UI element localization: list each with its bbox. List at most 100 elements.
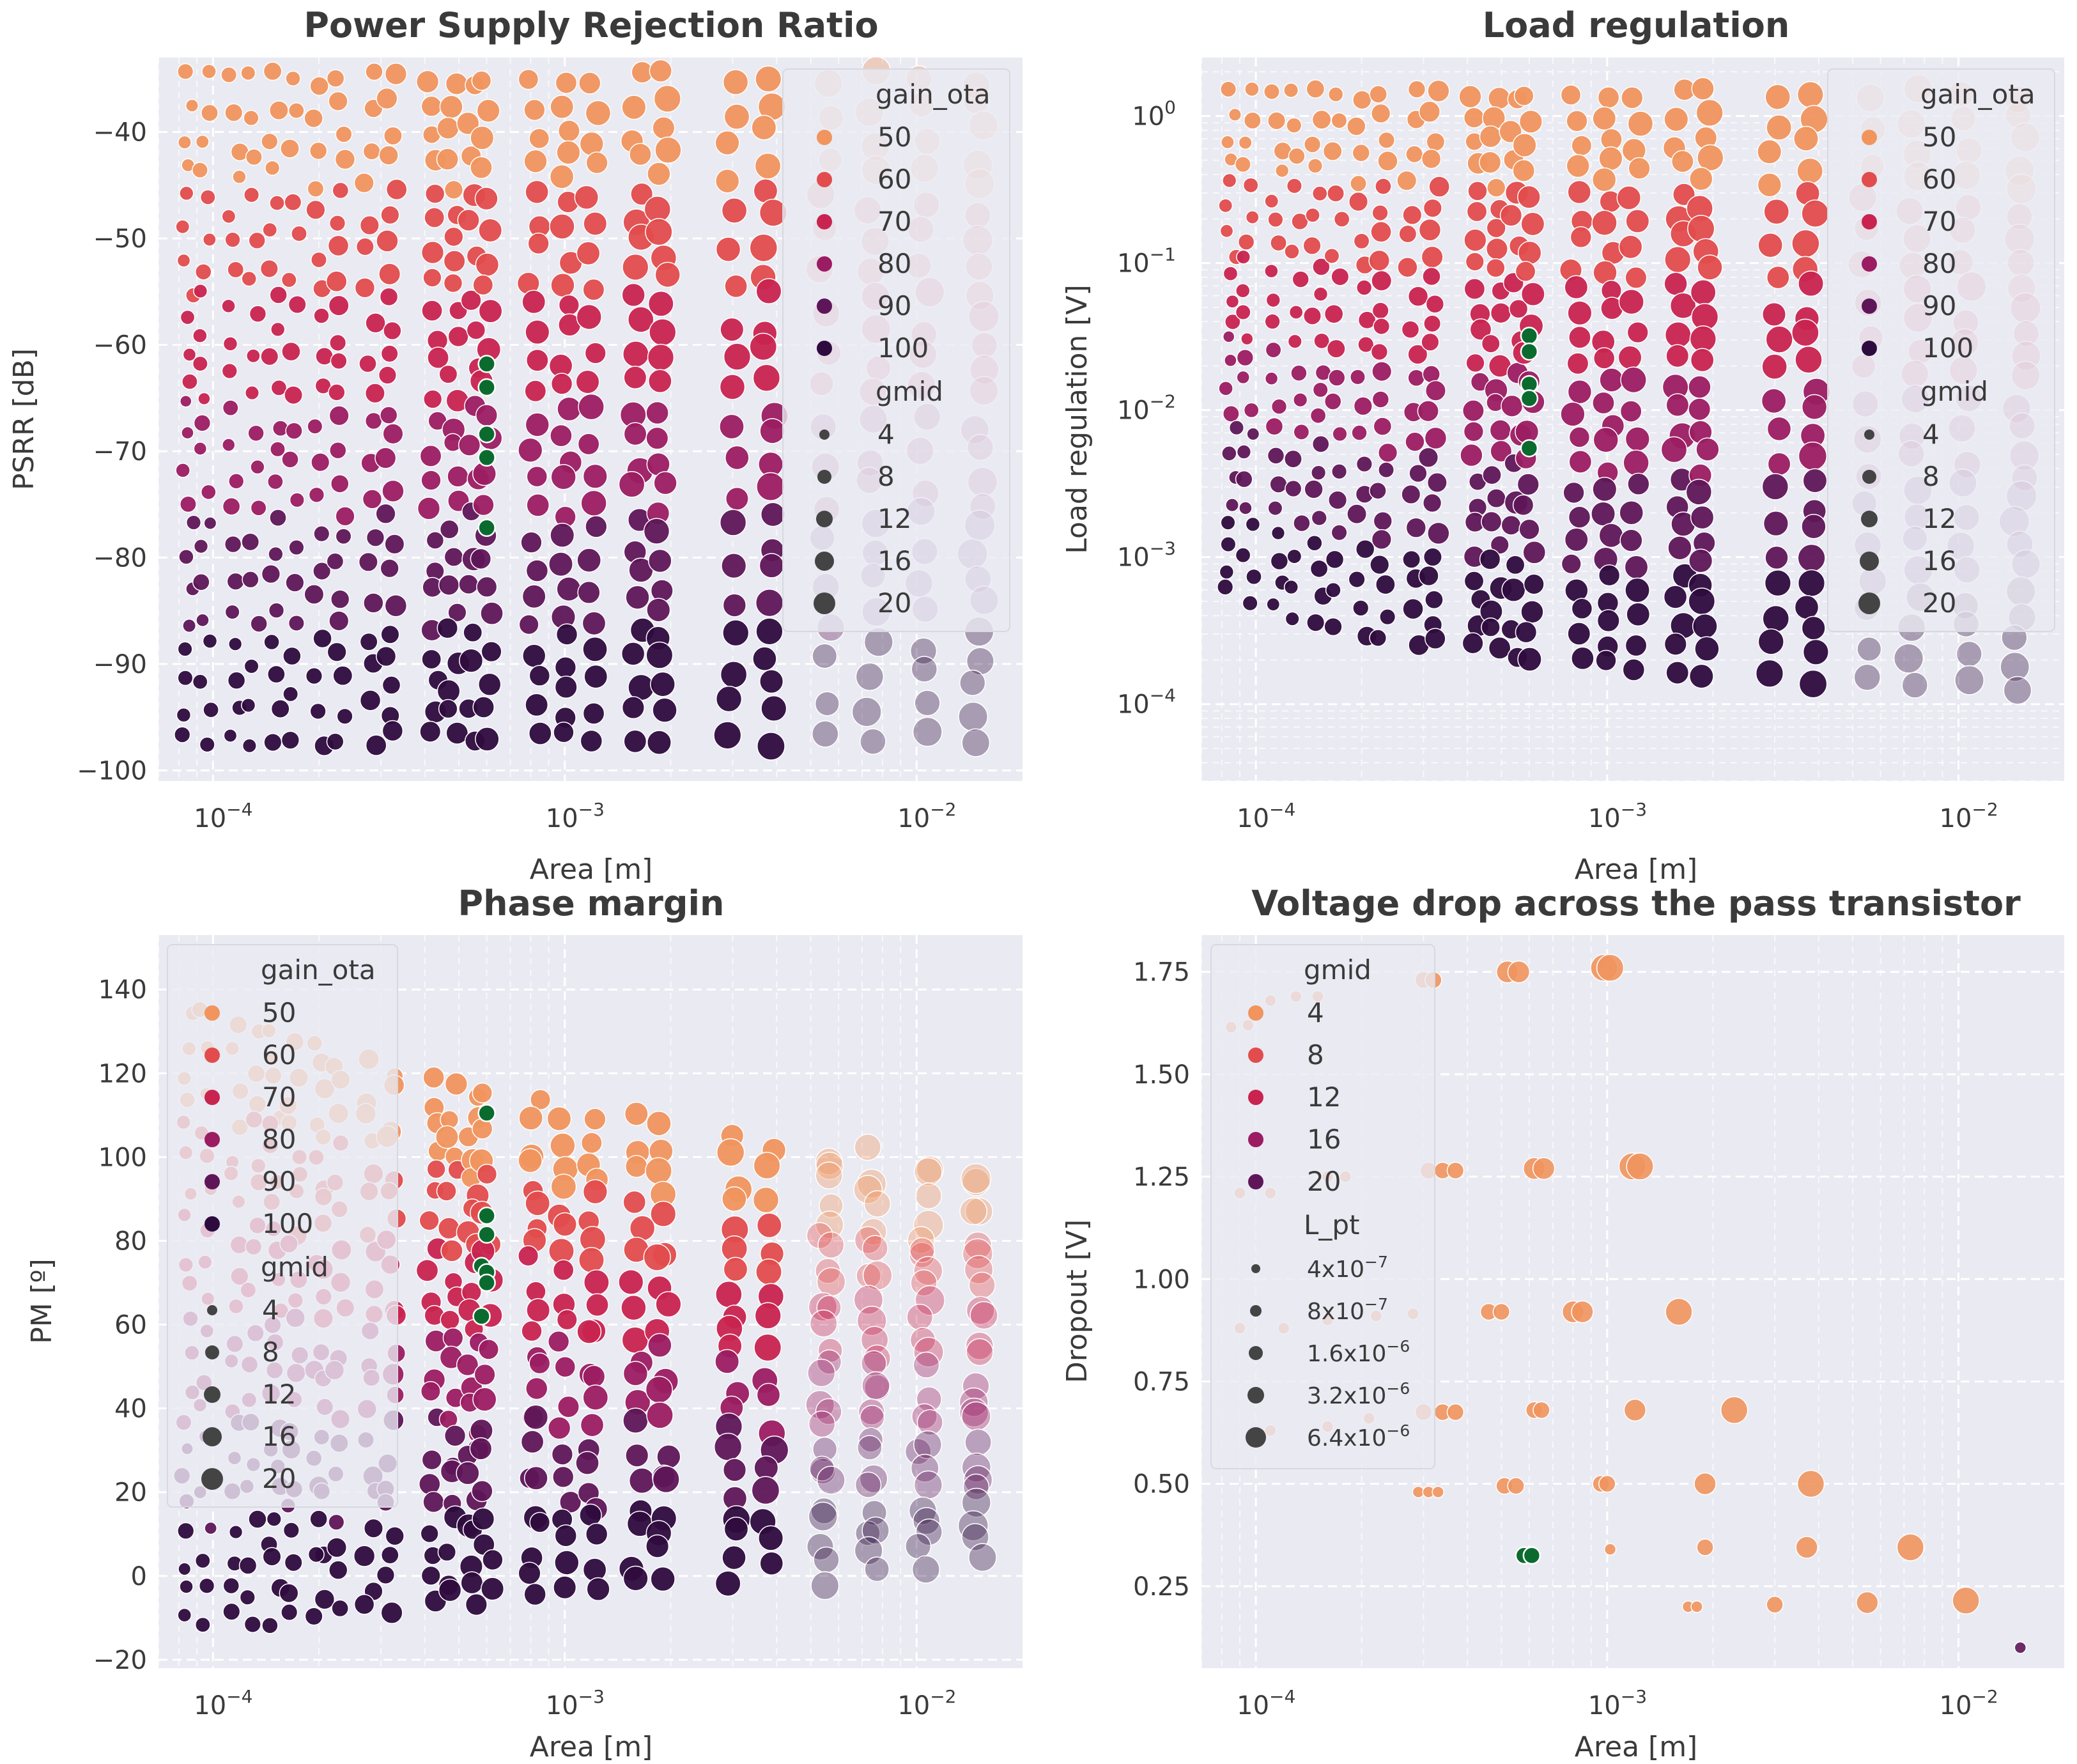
load-point xyxy=(1265,417,1284,436)
load-point xyxy=(1568,506,1591,529)
psrr-point xyxy=(436,148,459,171)
pm-point xyxy=(756,1382,781,1407)
psrr-point xyxy=(436,617,458,639)
psrr-legend-hue-label: 50 xyxy=(877,121,911,153)
psrr-legend-hue-title: gain_ota xyxy=(876,79,991,110)
load-point xyxy=(1307,158,1324,174)
psrr-point xyxy=(577,433,600,456)
psrr-x-tick: 10−4 xyxy=(194,799,252,833)
psrr-point xyxy=(384,63,408,86)
load-point xyxy=(1311,185,1328,202)
load-point xyxy=(1465,353,1485,373)
psrr-x-tick: 10−2 xyxy=(897,799,956,833)
psrr-point xyxy=(582,278,605,301)
pm-point xyxy=(751,1476,780,1505)
pm-point xyxy=(195,1616,211,1633)
psrr-point xyxy=(421,470,442,491)
load-point xyxy=(1428,176,1450,197)
load-point xyxy=(1593,427,1619,453)
pm-point xyxy=(444,1425,467,1447)
psrr-point xyxy=(959,669,986,697)
pm-y-tick: 120 xyxy=(98,1059,147,1088)
load-point xyxy=(1266,597,1281,612)
load-point xyxy=(1463,278,1486,300)
psrr-point xyxy=(182,619,197,633)
pm-point xyxy=(415,1258,439,1282)
psrr-point xyxy=(385,178,408,201)
load-x-tick: 10−4 xyxy=(1237,799,1295,833)
psrr-point xyxy=(720,661,748,688)
load-point xyxy=(1766,416,1792,442)
psrr-point xyxy=(355,237,374,256)
load-point xyxy=(1373,318,1391,336)
load-point xyxy=(1218,380,1233,396)
load-point xyxy=(1421,332,1440,352)
psrr-point xyxy=(380,624,400,644)
load-point xyxy=(1893,643,1924,674)
pm-point xyxy=(854,1536,883,1565)
psrr-point xyxy=(232,169,247,184)
psrr-point xyxy=(353,173,374,194)
pm-point xyxy=(307,1546,325,1563)
load-point xyxy=(1857,637,1882,662)
load-point xyxy=(1324,248,1340,264)
load-point xyxy=(1375,574,1396,595)
pm-point xyxy=(465,1593,488,1616)
load-point xyxy=(1665,393,1690,417)
pm-point xyxy=(961,1452,992,1483)
psrr-point xyxy=(625,585,650,610)
load-point xyxy=(1798,669,1828,699)
load-point xyxy=(1798,270,1825,297)
psrr-point xyxy=(574,185,599,210)
load-legend-hue-marker xyxy=(1862,130,1877,145)
load-legend-size-marker xyxy=(1860,552,1879,571)
pm-x-tick: 10−4 xyxy=(194,1686,252,1721)
load-point xyxy=(1458,85,1482,109)
dropout-y-tick: 0.25 xyxy=(1133,1572,1190,1602)
psrr-point xyxy=(181,426,194,440)
psrr-point xyxy=(380,559,399,578)
pm-point xyxy=(177,1522,195,1540)
load-point xyxy=(1245,210,1260,224)
psrr-y-tick: −60 xyxy=(93,330,147,360)
load-point xyxy=(1697,144,1724,172)
psrr-point xyxy=(476,98,500,123)
psrr-point xyxy=(267,473,284,490)
load-point xyxy=(1688,398,1711,421)
load-point xyxy=(1312,382,1329,398)
load-point xyxy=(1357,336,1375,353)
load-point xyxy=(1398,224,1417,244)
pm-point xyxy=(437,1217,460,1240)
load-point xyxy=(1313,286,1329,302)
pm-point xyxy=(328,1560,348,1580)
pm-highlight-point xyxy=(477,1104,496,1122)
pm-point xyxy=(806,1533,834,1561)
dropout-legend-hue-marker xyxy=(1248,1005,1263,1021)
psrr-point xyxy=(755,65,782,93)
psrr-point xyxy=(335,506,355,527)
load-point xyxy=(1801,615,1826,640)
pm-point xyxy=(905,1533,932,1559)
load-point xyxy=(1665,661,1690,685)
load-legend: gain_ota 50 60 70 80 90 100 gmid 4 8 12 … xyxy=(1827,68,2055,632)
psrr-point xyxy=(558,294,580,316)
psrr-point xyxy=(291,225,307,242)
psrr-point xyxy=(554,676,578,699)
load-legend-size-title: gmid xyxy=(1920,376,1988,407)
pm-point xyxy=(547,1330,570,1353)
load-point xyxy=(1628,157,1651,180)
load-point xyxy=(1761,473,1789,500)
load-point xyxy=(1217,578,1234,596)
pm-point xyxy=(813,1546,840,1574)
dropout-point xyxy=(1492,1303,1511,1321)
pm-point xyxy=(469,1437,493,1460)
pm-point xyxy=(422,1066,445,1089)
dropout-legend-hue-label: 8 xyxy=(1307,1039,1324,1071)
pm-y-ticks: 140 120 100 80 60 40 20 0 −20 xyxy=(93,975,147,1675)
pm-point xyxy=(222,1577,240,1595)
pm-point xyxy=(556,1309,578,1331)
load-point xyxy=(1626,321,1649,344)
load-point xyxy=(1326,339,1346,359)
load-point xyxy=(1802,638,1829,665)
pm-point xyxy=(420,1524,439,1544)
